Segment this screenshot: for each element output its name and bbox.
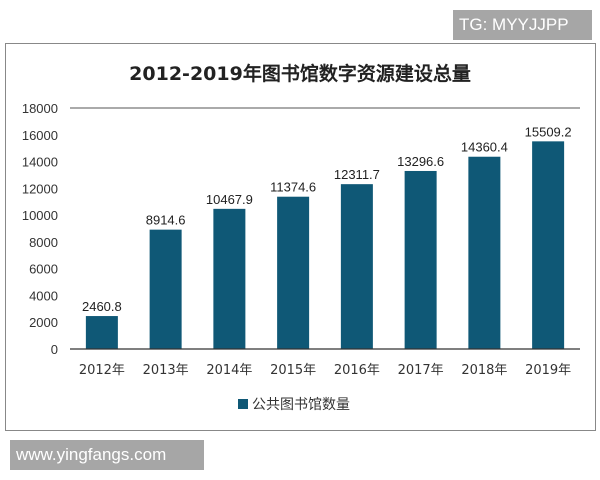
x-tick-label: 2014年 xyxy=(206,363,252,378)
data-label: 2460.8 xyxy=(82,299,122,314)
x-tick-label: 2016年 xyxy=(334,363,380,378)
bar xyxy=(277,196,310,349)
data-label: 8914.6 xyxy=(146,213,186,228)
y-tick-label: 8000 xyxy=(29,235,58,250)
x-tick-label: 2017年 xyxy=(398,363,444,378)
bar xyxy=(213,208,246,349)
x-tick-label: 2018年 xyxy=(461,363,507,378)
y-tick-label: 16000 xyxy=(22,128,58,143)
y-tick-label: 14000 xyxy=(22,155,58,170)
bar xyxy=(404,170,437,349)
legend: 公共图书馆数量 xyxy=(238,397,350,413)
data-label: 13296.6 xyxy=(397,154,444,169)
bar xyxy=(532,141,565,349)
bar xyxy=(468,156,501,349)
bar xyxy=(85,316,118,349)
y-tick-label: 18000 xyxy=(22,101,58,116)
data-label: 12311.7 xyxy=(334,167,380,182)
chart-title: 2012-2019年图书馆数字资源建设总量 xyxy=(129,62,471,85)
bar xyxy=(149,229,182,349)
y-tick-label: 12000 xyxy=(22,181,58,196)
x-tick-label: 2019年 xyxy=(525,363,571,378)
x-tick-label: 2013年 xyxy=(143,363,189,378)
bar xyxy=(340,184,373,349)
x-tick-label: 2012年 xyxy=(79,363,125,378)
y-tick-label: 0 xyxy=(51,342,58,357)
y-tick-label: 10000 xyxy=(22,208,58,223)
legend-label: 公共图书馆数量 xyxy=(252,397,350,413)
data-label: 10467.9 xyxy=(206,192,253,207)
y-tick-label: 4000 xyxy=(29,288,58,303)
chart-frame xyxy=(5,43,596,431)
legend-swatch xyxy=(238,399,248,409)
watermark-top: TG: MYYJJPP xyxy=(453,10,592,40)
data-label: 15509.2 xyxy=(525,124,572,139)
y-tick-label: 6000 xyxy=(29,262,58,277)
x-tick-label: 2015年 xyxy=(270,363,316,378)
y-tick-label: 2000 xyxy=(29,315,58,330)
data-label: 14360.4 xyxy=(461,140,508,155)
data-label: 11374.6 xyxy=(270,180,316,195)
watermark-bottom: www.yingfangs.com xyxy=(10,440,204,470)
